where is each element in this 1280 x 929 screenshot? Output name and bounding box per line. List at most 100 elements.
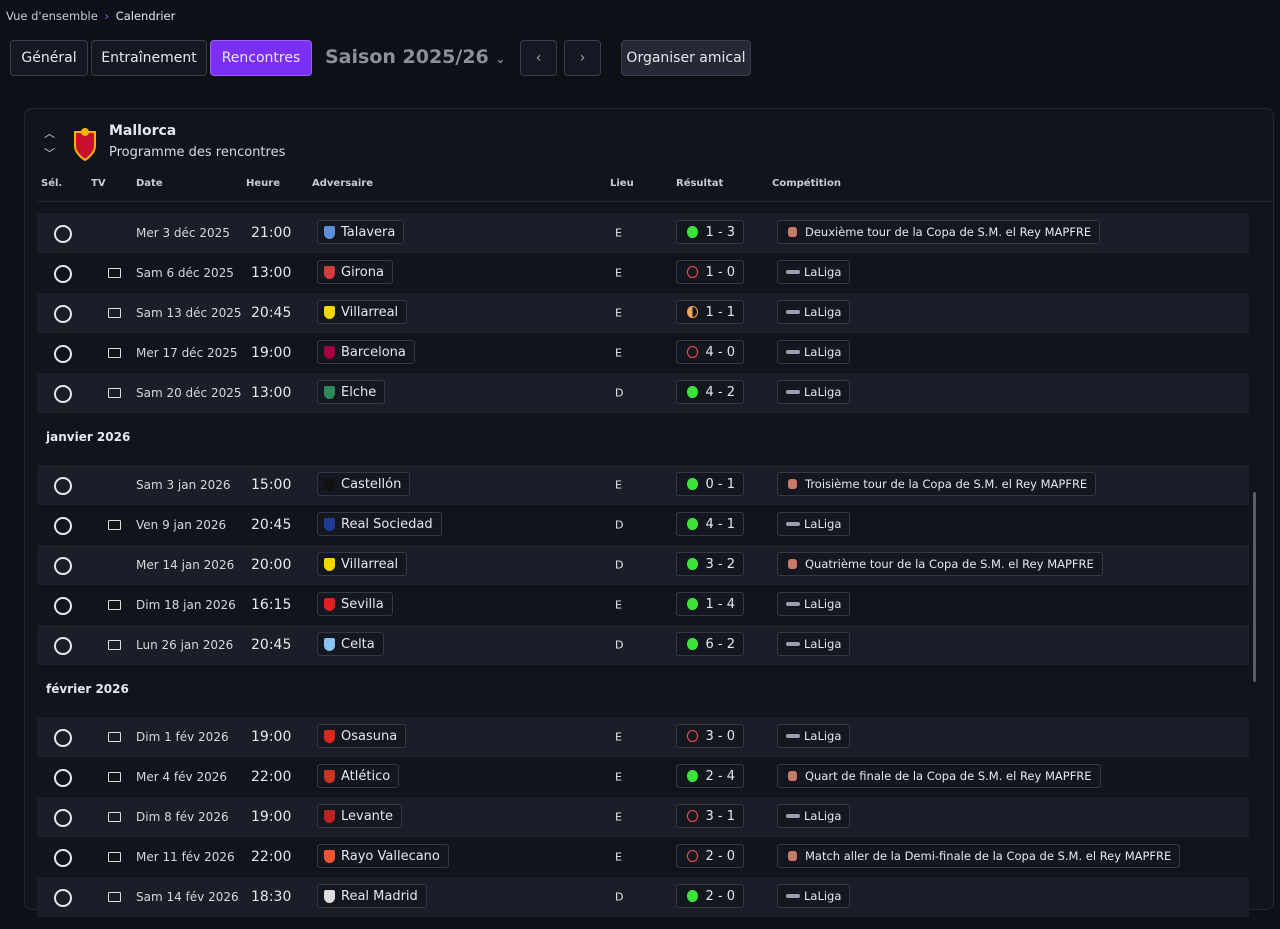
- scrollbar[interactable]: [1253, 492, 1256, 682]
- competition[interactable]: LaLiga: [777, 340, 851, 364]
- match-time: 19:00: [251, 345, 292, 361]
- fixture-row[interactable]: Ven 9 jan 2026 20:45 Real Sociedad D 4 - 1 La…: [37, 505, 1249, 545]
- fixture-row[interactable]: Mer 3 déc 2025 21:00 Talavera E 1 - 3 Deuxièm…: [37, 213, 1249, 253]
- tab[interactable]: Général: [10, 40, 88, 76]
- select-radio[interactable]: [54, 265, 72, 283]
- score: 0 - 1: [705, 476, 736, 492]
- match-time: 22:00: [251, 849, 292, 865]
- competition-icon: [786, 894, 800, 898]
- fixture-row[interactable]: Mer 4 fév 2026 22:00 Atlético E 2 - 4 Quart d…: [37, 757, 1249, 797]
- result[interactable]: 3 - 1: [676, 804, 744, 828]
- select-radio[interactable]: [54, 769, 72, 787]
- select-radio[interactable]: [54, 557, 72, 575]
- opponent[interactable]: Talavera: [317, 220, 405, 244]
- tab[interactable]: Entraînement: [91, 40, 207, 76]
- fixture-row[interactable]: Sam 14 fév 2026 18:30 Real Madrid D 2 - 0 LaL…: [37, 877, 1249, 917]
- score: 1 - 4: [705, 596, 736, 612]
- result[interactable]: 3 - 2: [676, 552, 744, 576]
- competition[interactable]: LaLiga: [777, 884, 851, 908]
- fixture-row[interactable]: Sam 6 déc 2025 13:00 Girona E 1 - 0 LaLiga: [37, 253, 1249, 293]
- select-radio[interactable]: [54, 889, 72, 907]
- result[interactable]: 2 - 0: [676, 844, 744, 868]
- select-radio[interactable]: [54, 517, 72, 535]
- fixture-row[interactable]: Mer 17 déc 2025 19:00 Barcelona E 4 - 0 LaLig…: [37, 333, 1249, 373]
- fixture-row[interactable]: Sam 20 déc 2025 13:00 Elche D 4 - 2 LaLiga: [37, 373, 1249, 413]
- select-radio[interactable]: [54, 477, 72, 495]
- result[interactable]: 1 - 0: [676, 260, 744, 284]
- venue: E: [615, 226, 622, 240]
- select-radio[interactable]: [54, 729, 72, 747]
- opponent[interactable]: Villarreal: [317, 300, 408, 324]
- select-radio[interactable]: [54, 225, 72, 243]
- opponent[interactable]: Girona: [317, 260, 393, 284]
- result[interactable]: 1 - 1: [676, 300, 744, 324]
- result[interactable]: 1 - 3: [676, 220, 744, 244]
- opponent[interactable]: Real Madrid: [317, 884, 427, 908]
- competition[interactable]: Match aller de la Demi-finale de la Copa…: [777, 844, 1181, 868]
- next-button[interactable]: ›: [564, 40, 601, 76]
- opponent[interactable]: Sevilla: [317, 592, 393, 616]
- opponent[interactable]: Celta: [317, 632, 384, 656]
- select-radio[interactable]: [54, 345, 72, 363]
- match-date: Sam 14 fév 2026: [136, 890, 239, 904]
- select-radio[interactable]: [54, 809, 72, 827]
- select-radio[interactable]: [54, 637, 72, 655]
- opponent-name: Atlético: [341, 768, 391, 784]
- season-select[interactable]: Saison 2025/26 ⌄: [325, 46, 506, 68]
- opponent[interactable]: Barcelona: [317, 340, 415, 364]
- result[interactable]: 2 - 4: [676, 764, 744, 788]
- competition[interactable]: LaLiga: [777, 380, 851, 404]
- opponent[interactable]: Levante: [317, 804, 403, 828]
- competition[interactable]: Troisième tour de la Copa de S.M. el Rey…: [777, 472, 1097, 496]
- competition[interactable]: Quatrième tour de la Copa de S.M. el Rey…: [777, 552, 1103, 576]
- opponent[interactable]: Elche: [317, 380, 386, 404]
- opponent-name: Castellón: [341, 476, 402, 492]
- friendly-button[interactable]: Organiser amical: [621, 40, 751, 76]
- competition[interactable]: LaLiga: [777, 260, 851, 284]
- result[interactable]: 3 - 0: [676, 724, 744, 748]
- competition[interactable]: Deuxième tour de la Copa de S.M. el Rey …: [777, 220, 1101, 244]
- opponent[interactable]: Villarreal: [317, 552, 408, 576]
- select-radio[interactable]: [54, 597, 72, 615]
- opponent[interactable]: Real Sociedad: [317, 512, 442, 536]
- competition[interactable]: LaLiga: [777, 724, 851, 748]
- competition[interactable]: LaLiga: [777, 632, 851, 656]
- column-header: Date: [136, 178, 163, 189]
- breadcrumb-link[interactable]: Vue d'ensemble: [6, 9, 98, 23]
- competition[interactable]: LaLiga: [777, 592, 851, 616]
- venue: D: [615, 518, 624, 532]
- select-radio[interactable]: [54, 849, 72, 867]
- fixture-row[interactable]: Lun 26 jan 2026 20:45 Celta D 6 - 2 LaLiga: [37, 625, 1249, 665]
- result[interactable]: 2 - 0: [676, 884, 744, 908]
- fixture-row[interactable]: Sam 3 jan 2026 15:00 Castellón E 0 - 1 Troisi…: [37, 465, 1249, 505]
- fixture-row[interactable]: Mer 11 fév 2026 22:00 Rayo Vallecano E 2 - 0…: [37, 837, 1249, 877]
- competition[interactable]: Quart de finale de la Copa de S.M. el Re…: [777, 764, 1101, 788]
- prev-button[interactable]: ‹: [520, 40, 557, 76]
- competition[interactable]: LaLiga: [777, 300, 851, 324]
- fixture-row[interactable]: Dim 18 jan 2026 16:15 Sevilla E 1 - 4 LaLiga: [37, 585, 1249, 625]
- fixture-row[interactable]: Mer 14 jan 2026 20:00 Villarreal D 3 - 2 Quat…: [37, 545, 1249, 585]
- result[interactable]: 4 - 1: [676, 512, 744, 536]
- opponent[interactable]: Atlético: [317, 764, 400, 788]
- fixture-row[interactable]: Dim 8 fév 2026 19:00 Levante E 3 - 1 LaLiga: [37, 797, 1249, 837]
- fixture-row[interactable]: Sam 13 déc 2025 20:45 Villarreal E 1 - 1 LaLi…: [37, 293, 1249, 333]
- select-radio[interactable]: [54, 305, 72, 323]
- opponent[interactable]: Rayo Vallecano: [317, 844, 449, 868]
- venue: D: [615, 890, 624, 904]
- result[interactable]: 4 - 0: [676, 340, 744, 364]
- column-header: Lieu: [610, 178, 634, 189]
- match-time: 21:00: [251, 225, 292, 241]
- tab[interactable]: Rencontres: [210, 40, 312, 76]
- result[interactable]: 1 - 4: [676, 592, 744, 616]
- result[interactable]: 0 - 1: [676, 472, 744, 496]
- result[interactable]: 4 - 2: [676, 380, 744, 404]
- fixture-row[interactable]: Dim 1 fév 2026 19:00 Osasuna E 3 - 0 LaLiga: [37, 717, 1249, 757]
- select-radio[interactable]: [54, 385, 72, 403]
- competition[interactable]: LaLiga: [777, 804, 851, 828]
- opponent[interactable]: Osasuna: [317, 724, 407, 748]
- competition[interactable]: LaLiga: [777, 512, 851, 536]
- opponent[interactable]: Castellón: [317, 472, 411, 496]
- match-date: Mer 14 jan 2026: [136, 558, 235, 572]
- result[interactable]: 6 - 2: [676, 632, 744, 656]
- collapse-toggle[interactable]: ︿ ﹀: [44, 127, 55, 160]
